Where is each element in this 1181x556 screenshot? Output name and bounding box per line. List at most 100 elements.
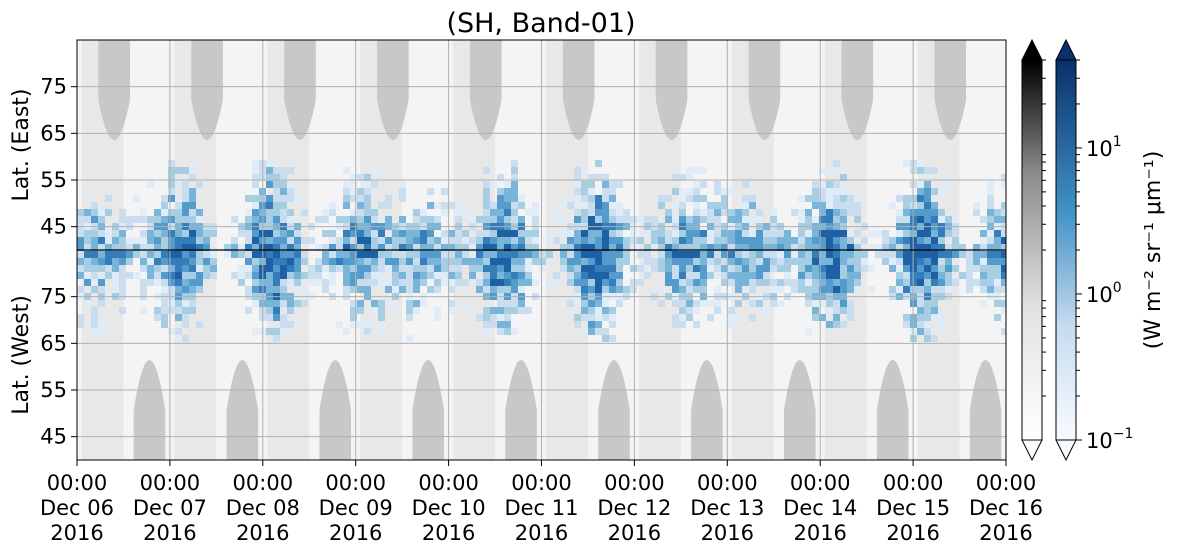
heat-cell — [189, 286, 196, 293]
heat-cell — [126, 251, 133, 258]
heat-cell — [119, 258, 126, 265]
heat-cell — [973, 251, 980, 258]
heat-cell — [441, 188, 448, 195]
heat-cell — [805, 328, 812, 335]
heat-cell — [252, 258, 259, 265]
mask-lobe-top — [284, 40, 316, 140]
heat-cell — [525, 272, 532, 279]
heat-cell — [987, 216, 994, 223]
heat-cell — [490, 230, 497, 237]
heat-cell — [371, 251, 378, 258]
heat-cell — [294, 195, 301, 202]
heat-cell — [112, 251, 119, 258]
heat-cell — [609, 335, 616, 342]
heat-cell — [721, 230, 728, 237]
heat-cell — [161, 307, 168, 314]
heat-cell — [532, 258, 539, 265]
heat-cell — [427, 188, 434, 195]
y-tick-label-west: 65 — [40, 331, 67, 355]
heat-cell — [147, 237, 154, 244]
heat-cell — [245, 265, 252, 272]
heat-cell — [875, 251, 882, 258]
heat-cell — [819, 230, 826, 237]
heat-cell — [350, 265, 357, 272]
heat-cell — [602, 335, 609, 342]
heat-cell — [609, 202, 616, 209]
heat-cell — [798, 216, 805, 223]
heat-cell — [1001, 286, 1006, 293]
heat-cell — [693, 265, 700, 272]
heat-cell — [273, 202, 280, 209]
heat-cell — [763, 279, 770, 286]
heat-cell — [77, 251, 84, 258]
heat-cell — [574, 272, 581, 279]
heat-cell — [84, 251, 91, 258]
x-tick-year: 2016 — [236, 521, 289, 545]
heat-cell — [945, 279, 952, 286]
heat-cell — [189, 230, 196, 237]
heat-cell — [574, 230, 581, 237]
heat-cell — [987, 188, 994, 195]
heat-cell — [805, 265, 812, 272]
heat-cell — [273, 237, 280, 244]
heat-cell — [735, 230, 742, 237]
heat-cell — [84, 300, 91, 307]
heat-cell — [182, 272, 189, 279]
heat-cell — [378, 321, 385, 328]
heat-cell — [420, 272, 427, 279]
heat-cell — [189, 279, 196, 286]
heat-cell — [861, 265, 868, 272]
heat-cell — [357, 195, 364, 202]
mask-lobe-bottom — [969, 360, 1002, 460]
heat-cell — [420, 216, 427, 223]
mask-lobe-top — [191, 40, 223, 140]
heat-cell — [539, 251, 546, 258]
heat-cell — [931, 279, 938, 286]
heat-cell — [707, 272, 714, 279]
heat-cell — [357, 265, 364, 272]
heat-cell — [420, 251, 427, 258]
heat-cell — [161, 258, 168, 265]
heat-cell — [707, 216, 714, 223]
heat-cell — [266, 251, 273, 258]
heat-cell — [182, 314, 189, 321]
heat-cell — [147, 251, 154, 258]
colorbar-tick-label: 101 — [1086, 134, 1122, 161]
heat-cell — [266, 160, 273, 167]
heat-cell — [602, 188, 609, 195]
heat-cell — [448, 251, 455, 258]
heat-cell — [728, 230, 735, 237]
heat-cell — [602, 307, 609, 314]
heat-cell — [196, 272, 203, 279]
heat-cell — [161, 202, 168, 209]
heat-cell — [392, 279, 399, 286]
heat-cell — [812, 286, 819, 293]
heat-cell — [280, 300, 287, 307]
heat-cell — [301, 300, 308, 307]
heat-cell — [602, 279, 609, 286]
heat-cell — [896, 265, 903, 272]
heat-cell — [952, 279, 959, 286]
heat-cell — [511, 328, 518, 335]
heat-cell — [931, 272, 938, 279]
heat-cell — [322, 258, 329, 265]
heat-cell — [630, 244, 637, 251]
heat-cell — [637, 265, 644, 272]
heat-cell — [931, 167, 938, 174]
heat-cell — [77, 230, 84, 237]
heat-cell — [392, 237, 399, 244]
heat-cell — [91, 202, 98, 209]
heat-cell — [581, 300, 588, 307]
heat-cell — [924, 251, 931, 258]
heat-cell — [903, 209, 910, 216]
heat-cell — [294, 321, 301, 328]
heat-cell — [903, 279, 910, 286]
heat-cell — [287, 307, 294, 314]
heat-cell — [126, 272, 133, 279]
heat-cell — [833, 307, 840, 314]
heat-cell — [448, 202, 455, 209]
heat-cell — [182, 251, 189, 258]
heat-cell — [581, 244, 588, 251]
heat-cell — [399, 188, 406, 195]
